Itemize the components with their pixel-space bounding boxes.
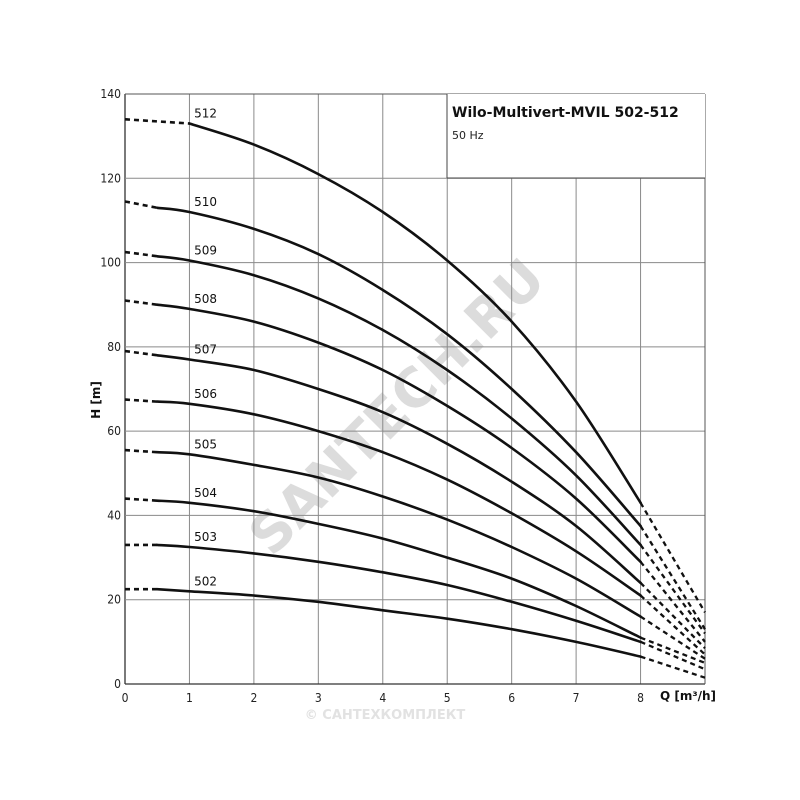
x-tick-label: 6 [508,691,515,705]
curve-512-right-extension [639,502,706,613]
curve-503-right-extension [640,640,706,671]
curve-507-right-extension [639,582,706,649]
curve-label-504: 504 [194,486,217,500]
x-tick-label: 0 [122,691,129,705]
curve-504-left-extension [124,497,158,502]
curve-504-right-extension [640,636,706,664]
curve-label-503: 503 [194,530,217,544]
series-508: 508 [124,292,706,643]
y-tick-label: 120 [100,171,121,185]
curve-label-512: 512 [194,107,217,121]
curve-508-left-extension [124,299,158,307]
curve-label-509: 509 [194,243,217,257]
curve-label-507: 507 [194,343,217,357]
x-tick-label: 1 [186,691,193,705]
curve-510 [155,206,642,528]
chart-title: Wilo-Multivert-MVIL 502-512 [452,105,679,121]
chart-subtitle: 50 Hz [452,129,484,142]
y-tick-label: 80 [107,340,121,354]
curve-510-left-extension [124,200,158,210]
curve-507 [155,354,642,585]
x-tick-label: 8 [637,691,644,705]
curve-512-left-extension [124,117,190,125]
curve-label-510: 510 [194,195,217,209]
curve-507-left-extension [124,349,158,357]
curve-505-left-extension [124,448,158,454]
y-tick-label: 140 [100,87,121,101]
curve-509-right-extension [639,544,706,635]
series-507: 507 [124,343,706,649]
curve-label-506: 506 [194,387,217,401]
series-510: 510 [124,195,706,630]
curve-label-502: 502 [194,574,217,588]
watermark-main: SANTECH.RU [237,247,558,568]
y-tick-label: 60 [107,424,121,438]
y-axis-label: H [m] [89,381,103,419]
curve-505-right-extension [639,615,706,660]
curve-505 [155,450,642,618]
curve-label-508: 508 [194,292,217,306]
curve-502-right-extension [640,655,706,679]
series-506: 506 [124,387,706,656]
curve-label-505: 505 [194,437,217,451]
title-box-background [447,94,705,178]
series-503: 503 [125,530,706,671]
curve-509 [155,255,642,547]
curve-506-right-extension [639,594,706,656]
y-tick-label: 0 [114,677,121,691]
curve-506-left-extension [124,398,158,403]
x-axis-label: Q [m³/h] [660,689,716,703]
curve-510-right-extension [639,525,706,630]
curve-503 [155,543,642,644]
curve-506 [155,400,642,597]
x-tick-label: 5 [444,691,451,705]
series-512: 512 [124,107,706,613]
y-tick-label: 40 [107,508,121,522]
curve-502 [155,587,642,658]
x-tick-label: 2 [250,691,257,705]
series-505: 505 [124,437,706,660]
curve-504 [155,499,642,639]
curve-508-right-extension [639,561,706,643]
curve-508 [155,303,642,564]
x-tick-label: 4 [379,691,386,705]
curves: 502 503 504 505 506 507 508 509 510 512 [124,107,706,679]
curve-512 [188,122,642,505]
series-509: 509 [124,243,706,635]
x-tick-label: 3 [315,691,322,705]
watermark-footer: © САНТЕХКОМПЛЕКТ [305,708,466,723]
axes: H [m] Q [m³/h] 0 1 2 3 4 5 6 7 80204060801001201… [89,87,716,705]
series-504: 504 [124,486,706,664]
title-box: Wilo-Multivert-MVIL 502-512 50 Hz [446,94,705,179]
x-tick-label: 7 [573,691,580,705]
series-502: 502 [125,574,706,679]
y-tick-label: 100 [100,256,121,270]
curve-509-left-extension [124,250,158,258]
y-tick-label: 20 [107,593,121,607]
